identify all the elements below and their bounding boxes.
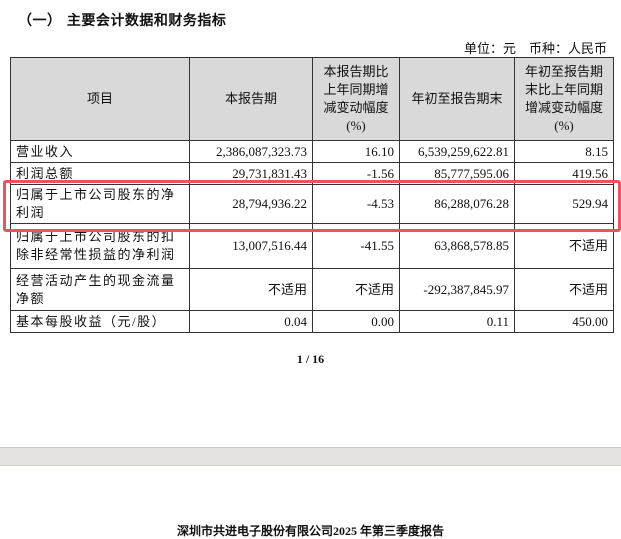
cell-value: 8.15 bbox=[514, 140, 614, 163]
table-row: 利润总额 29,731,831.43 -1.56 85,777,595.06 4… bbox=[10, 162, 614, 185]
cell-value: 86,288,076.28 bbox=[399, 184, 515, 224]
cell-value: 0.11 bbox=[399, 310, 515, 333]
header-ytd: 年初至报告期末 bbox=[399, 57, 515, 141]
table-row-highlighted: 归属于上市公司股东的净利润 28,794,936.22 -4.53 86,288… bbox=[10, 184, 614, 224]
header-item: 项目 bbox=[10, 57, 190, 141]
cell-value: -4.53 bbox=[312, 184, 400, 224]
header-ytd-change: 年初至报告期末比上年同期增减变动幅度(%) bbox=[514, 57, 614, 141]
cell-value: 0.00 bbox=[312, 310, 400, 333]
table-row: 基本每股收益（元/股） 0.04 0.00 0.11 450.00 bbox=[10, 310, 614, 333]
cell-value: 不适用 bbox=[312, 268, 400, 311]
table-header-row: 项目 本报告期 本报告期比上年同期增减变动幅度(%) 年初至报告期末 年初至报告… bbox=[10, 57, 614, 141]
row-label: 营业收入 bbox=[10, 140, 190, 163]
cell-value: 28,794,936.22 bbox=[189, 184, 313, 224]
cell-value: 85,777,595.06 bbox=[399, 162, 515, 185]
header-current-change: 本报告期比上年同期增减变动幅度(%) bbox=[312, 57, 400, 141]
section-title: （一） 主要会计数据和财务指标 bbox=[18, 13, 227, 29]
cell-value: 450.00 bbox=[514, 310, 614, 333]
page-number: 1 / 16 bbox=[296, 352, 325, 366]
row-label: 归属于上市公司股东的净利润 bbox=[10, 184, 190, 224]
table-row: 经营活动产生的现金流量净额 不适用 不适用 -292,387,845.97 不适… bbox=[10, 268, 614, 311]
cell-value: 不适用 bbox=[514, 268, 614, 311]
cell-value: 2,386,087,323.73 bbox=[189, 140, 313, 163]
page-header-report-title: 深圳市共进电子股份有限公司2025 年第三季度报告 bbox=[176, 524, 444, 538]
cell-value: 0.04 bbox=[189, 310, 313, 333]
row-label: 基本每股收益（元/股） bbox=[10, 310, 190, 333]
cell-value: -292,387,845.97 bbox=[399, 268, 515, 311]
table-row: 营业收入 2,386,087,323.73 16.10 6,539,259,62… bbox=[10, 140, 614, 163]
highlight-box bbox=[3, 180, 621, 232]
cell-value: -1.56 bbox=[312, 162, 400, 185]
header-current-period: 本报告期 bbox=[189, 57, 313, 141]
unit-currency-note: 单位：元 币种：人民币 bbox=[463, 41, 607, 56]
cell-value: 529.94 bbox=[514, 184, 614, 224]
row-label: 经营活动产生的现金流量净额 bbox=[10, 268, 190, 311]
page-separator bbox=[0, 447, 621, 466]
cell-value: 6,539,259,622.81 bbox=[399, 140, 515, 163]
cell-value: 16.10 bbox=[312, 140, 400, 163]
cell-value: 不适用 bbox=[189, 268, 313, 311]
